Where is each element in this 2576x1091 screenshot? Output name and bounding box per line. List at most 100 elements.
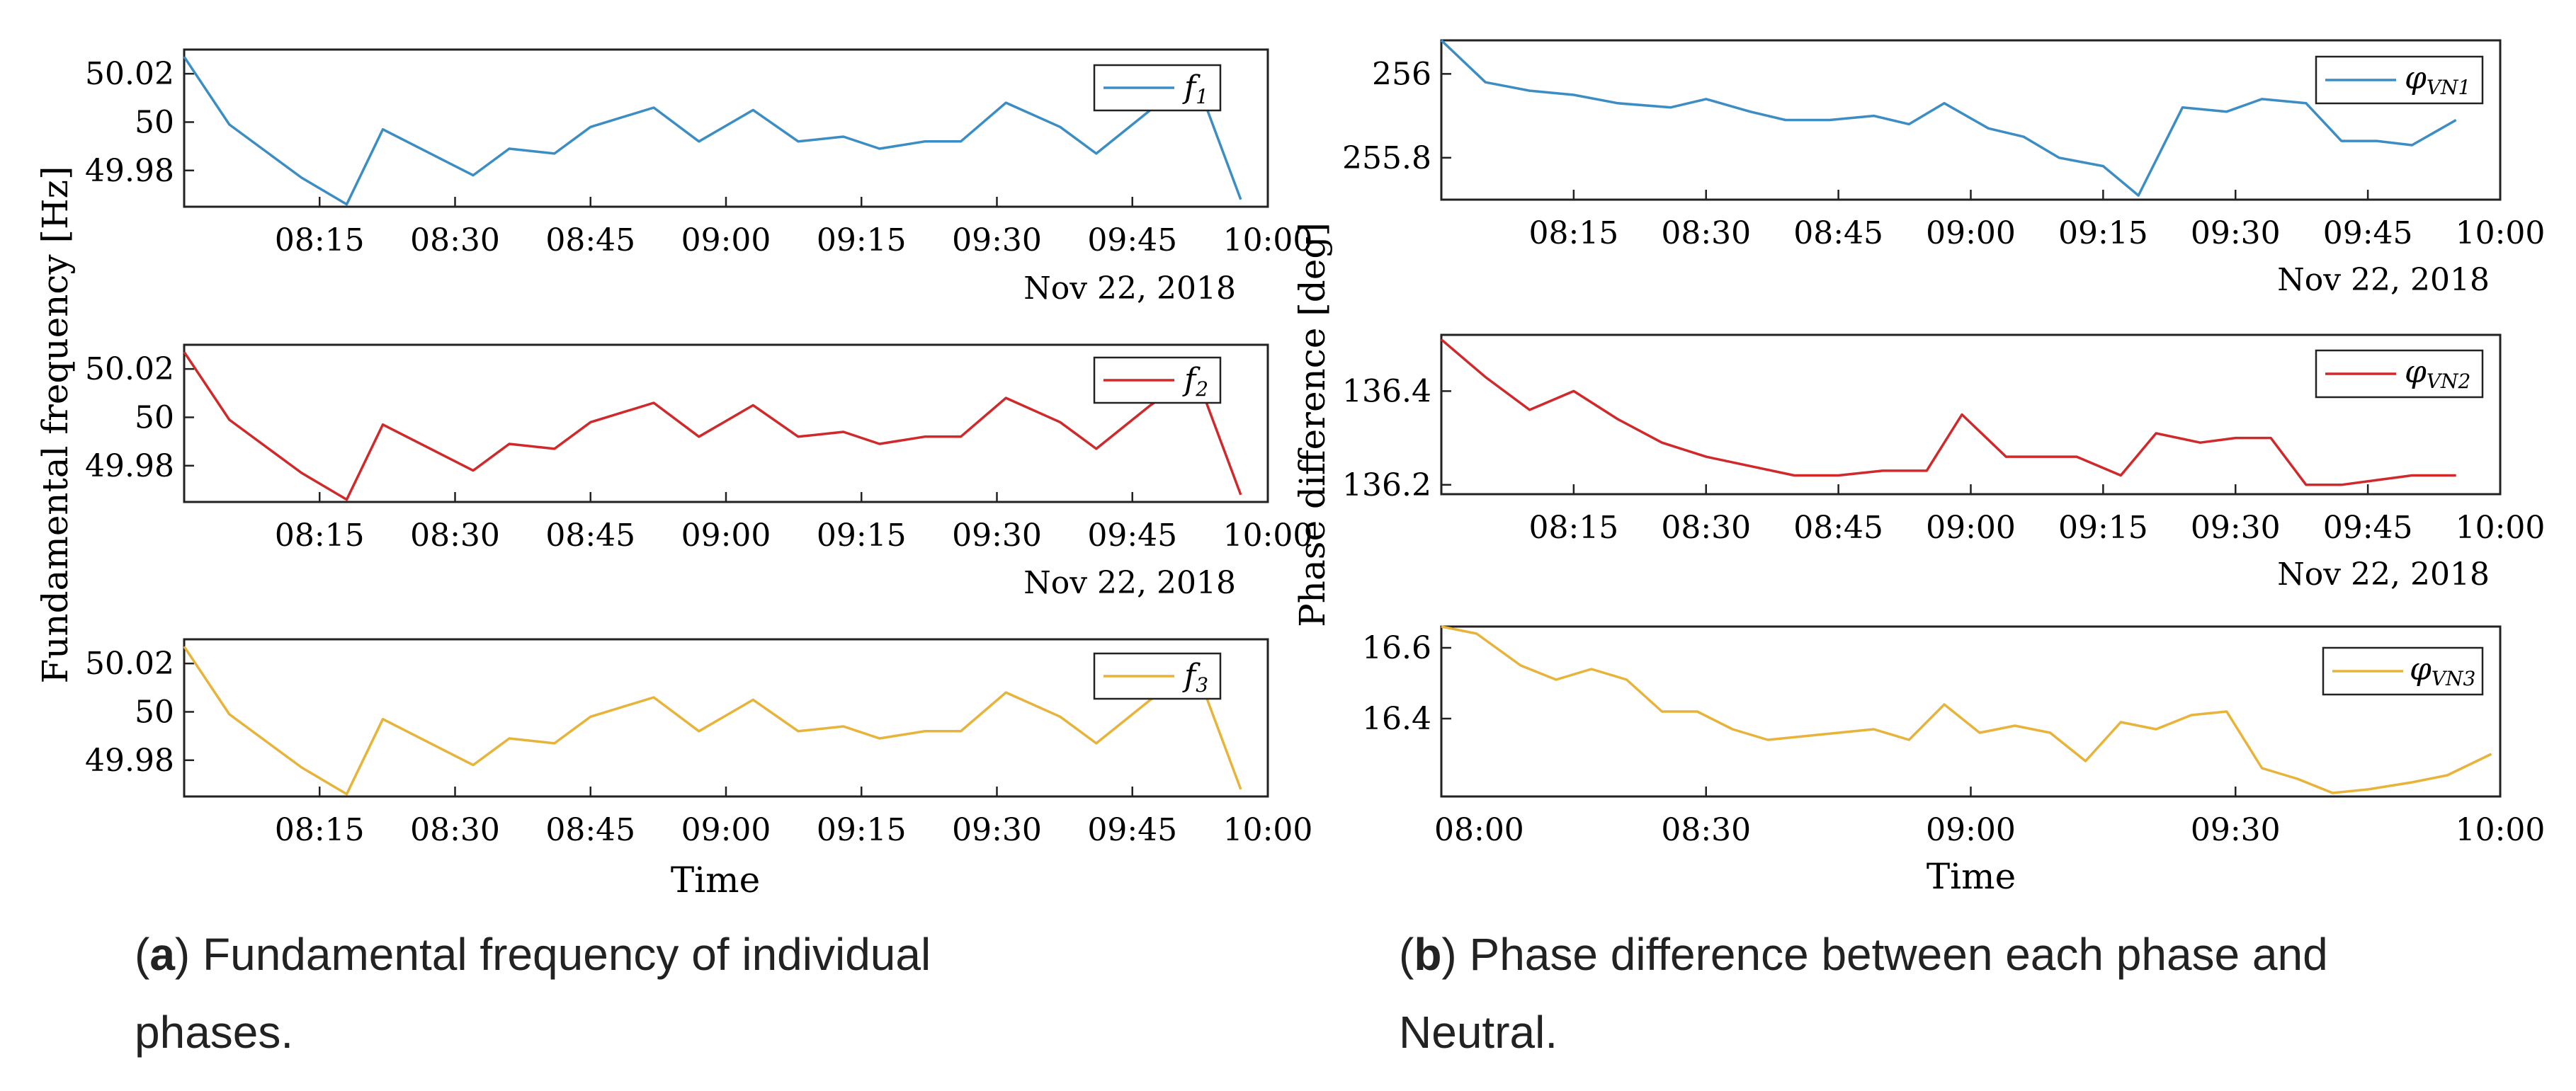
panel-b2-ytick-label: 136.4 <box>1342 373 1431 409</box>
series-f3-line <box>183 646 1242 796</box>
panel-a3-xtick-label: 10:00 <box>1223 812 1313 848</box>
panel-b2: 136.2 136.4 08:15 08:30 08:45 09:00 09:15 09:30… <box>1342 333 2545 593</box>
panel-a2-ytick-label: 50 <box>135 399 174 435</box>
panel-b1-legend-label: φVN1 <box>2405 60 2470 99</box>
caption-a-text: ) Fundamental frequency of individual <box>175 929 931 980</box>
panel-b1-xtick-label: 09:30 <box>2191 215 2281 251</box>
panel-a3-xtick-label: 09:00 <box>681 812 771 848</box>
panel-a2-xtick-label: 09:30 <box>952 518 1042 554</box>
panel-a3-xtick-label: 09:45 <box>1087 812 1177 848</box>
panel-b2-xtick-label: 08:45 <box>1793 510 1883 546</box>
panel-a2-xtick-label: 10:00 <box>1223 518 1313 554</box>
panel-b2-ticks: 136.2 136.4 08:15 08:30 08:45 09:00 09:15 09:30… <box>1342 373 2545 546</box>
panel-a3-xtick-label: 08:15 <box>275 812 365 848</box>
panel-a1-xtick-label: 09:30 <box>952 222 1042 258</box>
panel-b3-ticks: 16.4 16.6 08:00 08:30 09:00 09:30 10:00 <box>1362 630 2545 848</box>
panel-b3: 16.4 16.6 08:00 08:30 09:00 09:30 10:00 φVN3 T… <box>1362 625 2545 897</box>
panel-a3-xtick-label: 09:15 <box>817 812 907 848</box>
panel-a1-ytick-label: 50.02 <box>85 56 174 92</box>
panel-a1-date: Nov 22, 2018 <box>1023 270 1236 307</box>
panel-b2-xtick-label: 09:00 <box>1926 510 2016 546</box>
panel-a1-ticks: 49.98 50 50.02 08:15 08:30 08:45 09:00 09:15 09:… <box>85 56 1312 258</box>
panel-b2-xtick-label: 09:45 <box>2323 510 2413 546</box>
panel-a1-xtick-label: 08:15 <box>275 222 365 258</box>
caption-a-line1: (a) Fundamental frequency of individual <box>135 929 931 980</box>
panel-a3-ytick-label: 50.02 <box>85 646 174 682</box>
panel-a2-xtick-label: 08:30 <box>410 518 500 554</box>
caption-a-line2: phases. <box>135 1007 293 1058</box>
panel-a2-ytick-label: 50.02 <box>85 351 174 387</box>
panel-a1-ytick-label: 49.98 <box>85 153 174 189</box>
panel-b1-xtick-label: 08:15 <box>1528 215 1618 251</box>
panel-a2-ytick-label: 49.98 <box>85 448 174 484</box>
panel-b1-xtick-label: 08:45 <box>1793 215 1883 251</box>
panel-b-xlabel: Time <box>1927 856 2016 897</box>
panel-b2-xtick-label: 09:30 <box>2191 510 2281 546</box>
panel-a3-legend-label: f3 <box>1182 658 1208 697</box>
caption-b-line2: Neutral. <box>1399 1007 1557 1058</box>
panel-a1-xtick-label: 10:00 <box>1223 222 1313 258</box>
panel-b3-xtick-label: 08:00 <box>1434 812 1524 848</box>
panel-a1-xtick-label: 08:45 <box>545 222 635 258</box>
panel-a2-xtick-label: 09:45 <box>1087 518 1177 554</box>
panel-a1-legend-label: f1 <box>1182 69 1208 108</box>
panel-b2-xtick-label: 08:30 <box>1661 510 1751 546</box>
panel-b3-ytick-label: 16.6 <box>1362 630 1431 666</box>
panel-b1-xtick-label: 08:30 <box>1661 215 1751 251</box>
panel-a1-xtick-label: 09:15 <box>817 222 907 258</box>
panel-b1-date: Nov 22, 2018 <box>2277 262 2490 298</box>
panel-a1: 49.98 50 50.02 08:15 08:30 08:45 09:00 09:15 09:… <box>85 48 1312 307</box>
caption-b-text: ) Phase difference between each phase an… <box>1441 929 2327 980</box>
panel-a3-xtick-label: 08:30 <box>410 812 500 848</box>
panel-b2-date: Nov 22, 2018 <box>2277 556 2490 593</box>
panel-b1: 255.8 256 08:15 08:30 08:45 09:00 09:15 09:30 09… <box>1342 39 2545 298</box>
panel-b1-xtick-label: 09:45 <box>2323 215 2413 251</box>
panel-b3-xtick-label: 09:30 <box>2191 812 2281 848</box>
series-phi-vn3-line <box>1441 625 2492 794</box>
panel-b3-ytick-label: 16.4 <box>1362 701 1431 737</box>
panel-b2-ytick-label: 136.2 <box>1342 467 1431 503</box>
panel-a3-ytick-label: 50 <box>135 694 174 730</box>
caption-b-line1: (b) Phase difference between each phase … <box>1399 929 2328 980</box>
panel-a2-xtick-label: 08:45 <box>545 518 635 554</box>
panel-a2: 49.98 50 50.02 08:15 08:30 08:45 09:00 09:15 09:… <box>85 343 1313 601</box>
panel-a-ylabel: Fundamental frequency [Hz] <box>35 166 76 683</box>
panel-b2-xtick-label: 08:15 <box>1528 510 1618 546</box>
series-f2-line <box>183 351 1242 501</box>
caption-b-tag: b <box>1414 929 1441 980</box>
panel-a3-ytick-label: 49.98 <box>85 743 174 779</box>
caption-a-tag: a <box>149 929 175 980</box>
panel-a2-xtick-label: 09:15 <box>817 518 907 554</box>
panel-a3-xtick-label: 08:45 <box>545 812 635 848</box>
caption-b: (b) Phase difference between each phase … <box>1399 929 2328 1058</box>
panel-b3-legend-label: φVN3 <box>2410 651 2475 690</box>
panel-a3-xtick-label: 09:30 <box>952 812 1042 848</box>
series-phi-vn2-line <box>1440 338 2456 486</box>
panel-b1-xtick-label: 09:15 <box>2058 215 2148 251</box>
panel-a1-ytick-label: 50 <box>135 104 174 140</box>
panel-b2-xtick-label: 09:15 <box>2058 510 2148 546</box>
series-f1-line <box>183 56 1242 206</box>
panel-b-ylabel: Phase difference [deg] <box>1292 222 1333 627</box>
panel-a3-ticks: 49.98 50 50.02 08:15 08:30 08:45 09:00 09:15 09:… <box>85 646 1312 848</box>
panel-a3: 49.98 50 50.02 08:15 08:30 08:45 09:00 09:15 09:… <box>85 638 1312 901</box>
panel-b2-xtick-label: 10:00 <box>2456 510 2546 546</box>
panel-a1-xtick-label: 08:30 <box>410 222 500 258</box>
panel-b1-xtick-label: 10:00 <box>2456 215 2546 251</box>
panel-b2-legend-label: φVN2 <box>2405 354 2470 393</box>
panel-b1-ytick-label: 255.8 <box>1342 140 1431 176</box>
panel-a-xlabel: Time <box>671 859 760 901</box>
panel-a1-xtick-label: 09:45 <box>1087 222 1177 258</box>
panel-a2-xtick-label: 09:00 <box>681 518 771 554</box>
series-phi-vn1-line <box>1440 39 2457 197</box>
caption-a: (a) Fundamental frequency of individual … <box>135 929 931 1058</box>
panel-b1-ticks: 255.8 256 08:15 08:30 08:45 09:00 09:15 09:30 09… <box>1342 56 2545 251</box>
panel-b1-xtick-label: 09:00 <box>1926 215 2016 251</box>
panel-b1-ytick-label: 256 <box>1372 56 1431 92</box>
panel-b3-xtick-label: 10:00 <box>2456 812 2546 848</box>
panel-a1-xtick-label: 09:00 <box>681 222 771 258</box>
panel-b3-xtick-label: 09:00 <box>1926 812 2016 848</box>
panel-b3-xtick-label: 08:30 <box>1661 812 1751 848</box>
panel-a2-date: Nov 22, 2018 <box>1023 565 1236 601</box>
